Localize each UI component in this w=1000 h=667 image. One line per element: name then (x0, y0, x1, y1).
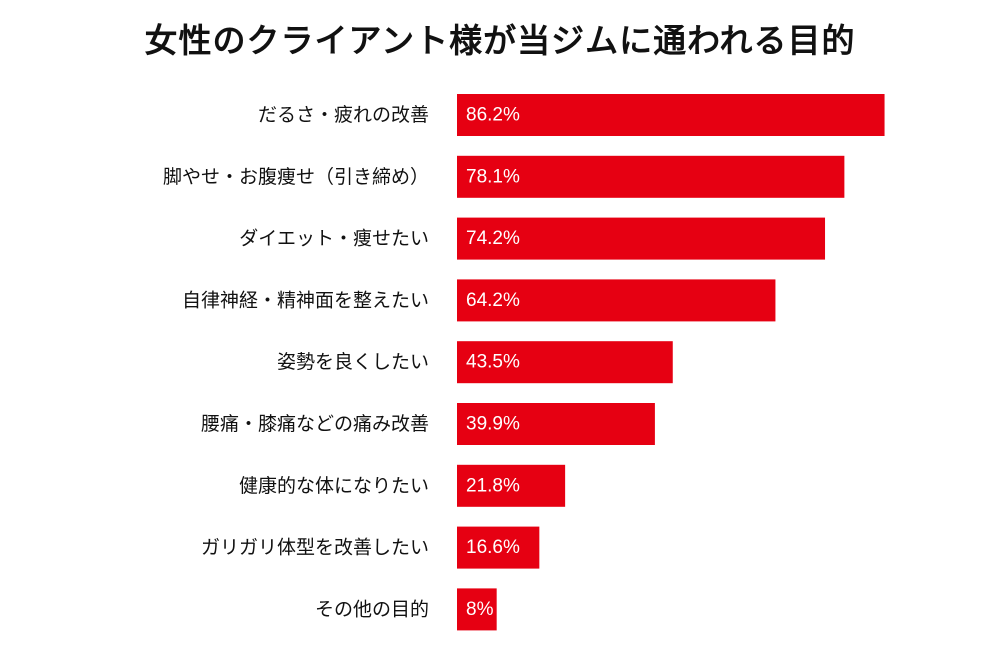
bar (457, 588, 497, 631)
bar-value-label: 78.1% (466, 166, 520, 187)
category-label: 姿勢を良くしたい (277, 351, 429, 373)
bar (457, 341, 673, 384)
bar-value-label: 16.6% (466, 537, 520, 558)
bar-value-label: 74.2% (466, 228, 520, 249)
category-label: だるさ・疲れの改善 (258, 104, 429, 126)
bar-value-label: 21.8% (466, 475, 520, 496)
bar-value-label: 8% (466, 599, 494, 620)
bar (457, 464, 566, 507)
bar-value-label: 86.2% (466, 105, 520, 126)
bar (457, 217, 826, 260)
bars-group: だるさ・疲れの改善 86.2% 脚やせ・お腹痩せ（引き締め） 78.1% ダイエット・痩… (163, 94, 885, 631)
category-label: その他の目的 (315, 598, 429, 620)
bar (457, 403, 655, 445)
bar-value-label: 39.9% (466, 414, 520, 435)
bar (457, 155, 845, 198)
category-label: 自律神経・精神面を整えたい (182, 289, 429, 311)
category-label: 健康的な体になりたい (239, 475, 429, 497)
chart-title: 女性のクライアント様が当ジムに通われる目的 (144, 21, 856, 60)
category-label: ガリガリ体型を改善したい (201, 537, 429, 559)
category-label: ダイエット・痩せたい (239, 228, 429, 250)
bar-value-label: 64.2% (466, 290, 520, 311)
bar (457, 279, 776, 322)
category-label: 腰痛・膝痛などの痛み改善 (201, 413, 429, 435)
bar (457, 526, 540, 569)
bar (457, 94, 885, 136)
bar-value-label: 43.5% (466, 352, 520, 373)
category-label: 脚やせ・お腹痩せ（引き締め） (163, 166, 429, 188)
